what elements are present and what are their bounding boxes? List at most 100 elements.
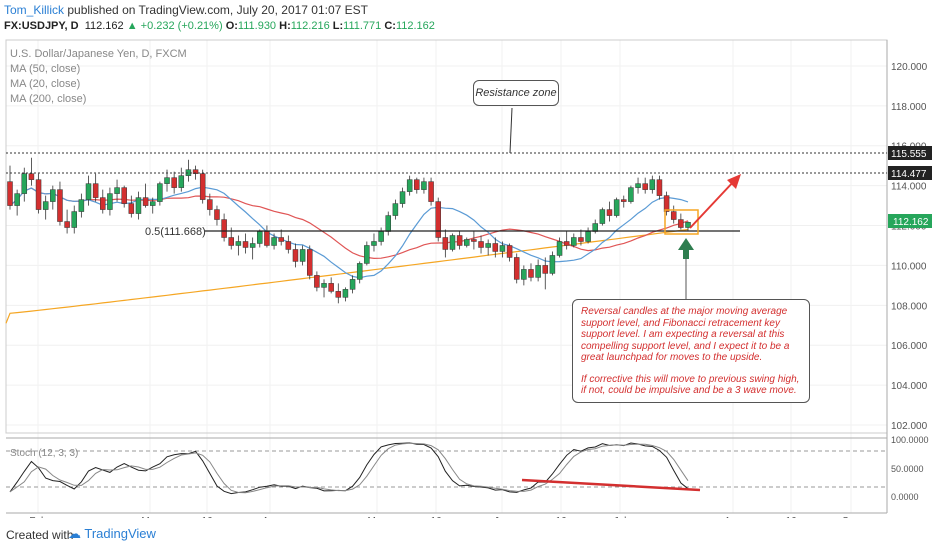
- candle-body: [663, 195, 670, 212]
- candle-body: [563, 241, 570, 246]
- time-tick-label: Feb: [29, 516, 47, 518]
- time-tick-label: Jul: [614, 516, 627, 518]
- chart-canvas[interactable]: 0.5(111.668) 120.000118.000116.000114.00…: [0, 38, 932, 518]
- candle-body: [207, 199, 213, 210]
- projection-arrow: [689, 179, 736, 229]
- candle-body: [100, 197, 106, 210]
- legend-title: U.S. Dollar/Japanese Yen, D, FXCM: [10, 48, 187, 60]
- time-axis-labels: Feb Mar 16 Apr May 16 Jun 16 Jul Aug 16 Sep: [29, 516, 860, 518]
- stoch-tick-100: 100.0000: [891, 435, 929, 445]
- price-tick-label: 106.000: [891, 341, 928, 352]
- price-tag-resistance-bg: [888, 146, 932, 160]
- candle-body: [606, 209, 613, 216]
- candle-body: [64, 221, 70, 228]
- time-tick-label: Apr: [262, 516, 278, 518]
- price-tick-label: 120.000: [891, 62, 928, 73]
- candle-body: [285, 241, 292, 250]
- candle-body: [264, 231, 270, 246]
- candle-body: [171, 177, 177, 188]
- candle-body: [178, 175, 185, 188]
- candle-body: [392, 203, 399, 216]
- low-label: L:: [332, 20, 344, 32]
- resistance-pointer: [509, 107, 513, 154]
- time-tick-label: May: [368, 516, 387, 518]
- candle-body: [364, 245, 370, 264]
- candle-body: [292, 249, 299, 262]
- price-tick-label: 114.000: [891, 182, 927, 193]
- candle-body: [242, 241, 249, 248]
- candle-body: [85, 183, 92, 200]
- price-tick-label: 104.000: [891, 381, 928, 392]
- candle-body: [135, 197, 142, 214]
- open-label: O:: [225, 20, 238, 32]
- candle-body: [71, 211, 77, 228]
- time-tick-label: Sep: [842, 516, 860, 518]
- candle-body: [513, 257, 520, 280]
- candle-body: [7, 181, 13, 206]
- projection-arrowhead-icon: [727, 174, 741, 189]
- candle-body: [621, 199, 627, 202]
- grid: [6, 40, 887, 513]
- tradingview-logo[interactable]: ☁ TradingView: [68, 526, 156, 541]
- candle-body: [478, 241, 484, 248]
- candle-body: [50, 189, 56, 202]
- candle-body: [506, 245, 513, 258]
- author-link[interactable]: Tom_Killick: [4, 3, 65, 17]
- publish-info: Tom_Killick published on TradingView.com…: [4, 3, 368, 17]
- candle-body: [556, 241, 563, 256]
- price-tag-swing-bg: [888, 166, 932, 180]
- stoch-k-line: [9, 442, 689, 495]
- time-tick-label: Mar: [141, 516, 159, 518]
- stoch-pane: Stoch (12, 3, 3) 100.0000 50.0000 0.0000: [6, 435, 929, 502]
- price-tag-resistance: 115.555: [891, 149, 927, 160]
- legend-ma20[interactable]: MA (20, close): [10, 78, 81, 90]
- candle-body: [157, 183, 163, 202]
- candle-body: [464, 239, 470, 246]
- candle-body: [585, 231, 591, 242]
- symbol-quote: FX:USDJPY, D 112.162 ▲ +0.232 (+0.21%) O…: [4, 20, 435, 32]
- footer: Created with ☁ TradingView: [0, 518, 932, 550]
- close-label: C:: [384, 20, 396, 32]
- candle-body: [35, 179, 42, 210]
- candle-body: [571, 237, 577, 246]
- price-tick-label: 110.000: [891, 261, 927, 272]
- candle-body: [342, 289, 349, 298]
- candle-body: [521, 269, 527, 280]
- open-value: 111.930: [237, 20, 277, 32]
- candle-body: [192, 169, 199, 174]
- candle-body: [435, 201, 441, 238]
- candle-body: [321, 283, 327, 288]
- candle-body: [78, 199, 85, 212]
- candle-body: [649, 179, 656, 190]
- candle-body: [164, 177, 170, 184]
- stoch-d-line: [9, 442, 689, 494]
- time-tick-label: 16: [555, 516, 567, 518]
- stoch-tick-50: 50.0000: [891, 464, 924, 474]
- stoch-label: Stoch (12, 3, 3): [10, 448, 78, 459]
- candle-body: [628, 187, 634, 202]
- price-tick-label: 102.000: [891, 421, 928, 432]
- legend-ma50[interactable]: MA (50, close): [10, 63, 81, 75]
- note-paragraph-1: Reversal candles at the major moving ave…: [581, 306, 790, 363]
- candle-body: [128, 203, 135, 214]
- candle-body: [142, 197, 149, 206]
- candle-body: [492, 243, 499, 252]
- low-value: 111.771: [343, 20, 382, 32]
- created-with-label: Created with: [6, 528, 74, 542]
- candle-body: [635, 183, 641, 188]
- divergence-line: [521, 478, 701, 492]
- legend-ma200[interactable]: MA (200, close): [10, 93, 87, 105]
- candle-body: [456, 235, 463, 246]
- candle-body: [328, 283, 334, 292]
- up-arrow-icon: ▲: [126, 20, 138, 32]
- candle-body: [314, 275, 320, 288]
- candle-body: [199, 173, 206, 200]
- close-value: 112.162: [395, 20, 435, 32]
- symbol-name: FX:USDJPY, D: [4, 20, 79, 32]
- candle-body: [549, 255, 556, 274]
- candle-body: [371, 241, 377, 246]
- candle-body: [485, 243, 491, 248]
- price-tick-label: 118.000: [891, 102, 927, 113]
- candle-body: [685, 222, 691, 228]
- support-arrow-icon: [678, 238, 694, 259]
